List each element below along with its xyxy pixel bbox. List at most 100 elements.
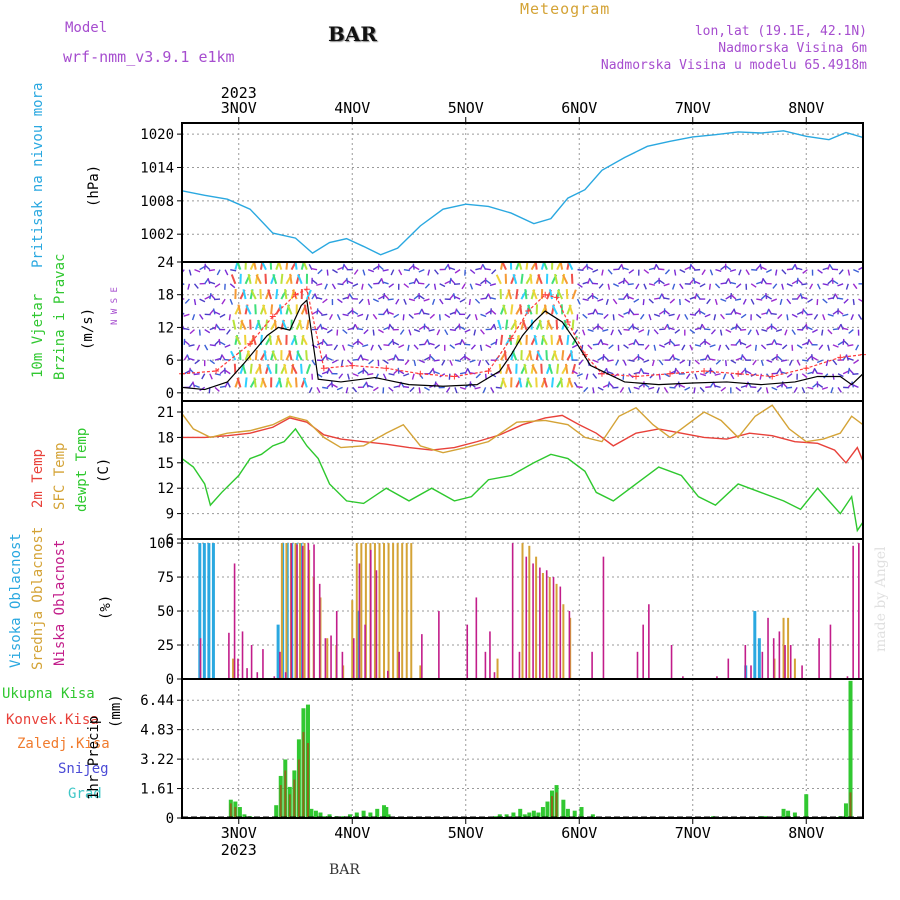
wind-arrow xyxy=(627,308,631,315)
wind-arrow xyxy=(372,313,378,320)
wind-arrow xyxy=(464,356,471,361)
cloud-bar-niska xyxy=(642,624,644,679)
wind-arrow xyxy=(597,386,604,391)
wind-arrow xyxy=(837,310,844,315)
wind-gust-mark xyxy=(485,368,492,375)
wind-arrow xyxy=(663,283,670,287)
wind-arrow xyxy=(284,289,288,300)
wind-arrow xyxy=(495,386,502,389)
wind-arrow xyxy=(607,371,614,375)
cloud-bar-niska xyxy=(602,556,605,679)
wind-gust-mark xyxy=(247,340,254,347)
wind-arrow xyxy=(383,344,390,347)
wind-arrow xyxy=(527,304,533,315)
wind-arrow xyxy=(811,354,814,361)
wind-arrow xyxy=(362,357,369,361)
wind-arrow xyxy=(473,329,477,336)
cloud-bar-niska xyxy=(858,543,860,679)
wind-arrow xyxy=(658,268,665,271)
wind-arrow xyxy=(328,368,333,375)
wind-arrow xyxy=(668,327,675,331)
wind-arrow xyxy=(497,319,502,330)
wind-arrow xyxy=(352,373,359,377)
wind-arrow xyxy=(597,312,604,316)
wind-arrow xyxy=(439,298,444,305)
wind-arrow xyxy=(837,386,842,393)
temp-label-2m: 2m Temp xyxy=(30,448,46,508)
cloud-bar-niska xyxy=(199,638,202,679)
wind-arrow xyxy=(259,289,262,300)
wind-arrow xyxy=(501,377,507,388)
wind-arrow xyxy=(842,370,849,375)
wind-arrow xyxy=(316,296,323,300)
wind-arrow xyxy=(230,268,237,272)
wind-arrow xyxy=(692,277,696,284)
wind-arrow xyxy=(704,340,711,346)
wind-arrow xyxy=(235,335,242,346)
wind-arrow xyxy=(766,295,772,300)
wind-arrow xyxy=(540,262,546,270)
cloud-bar-niska xyxy=(818,638,820,679)
series-line-wind xyxy=(182,298,863,391)
wind-arrow xyxy=(653,313,661,317)
wind-arrow xyxy=(622,293,628,300)
panel-frame-pressure xyxy=(181,122,864,263)
wind-arrow xyxy=(847,367,851,374)
cloud-bar-srednja xyxy=(360,543,363,679)
wind-gust-mark xyxy=(213,368,220,375)
wind-arrow xyxy=(433,370,440,375)
wind-arrow xyxy=(452,293,456,300)
wind-arrow xyxy=(631,323,635,330)
wind-arrow xyxy=(643,383,650,388)
wind-arrow xyxy=(766,325,772,331)
wind-arrow xyxy=(607,381,611,388)
wind-arrow xyxy=(729,268,737,272)
wind-arrow xyxy=(428,342,435,346)
cloud-bar-srednja xyxy=(392,543,395,679)
wind-arrow xyxy=(627,283,634,286)
wind-arrow xyxy=(182,298,185,300)
precip-bar xyxy=(497,814,502,818)
wind-arrow xyxy=(391,338,395,345)
ytick-label-pressure: 1020 xyxy=(140,127,174,143)
wind-arrow xyxy=(801,387,806,394)
wind-arrow xyxy=(668,338,672,345)
wind-arrow xyxy=(651,359,655,367)
wind-arrow xyxy=(326,269,329,276)
wind-gust-mark xyxy=(769,373,776,380)
wind-arrow xyxy=(271,350,278,361)
wind-arrow xyxy=(408,281,415,285)
wind-arrow xyxy=(489,283,497,287)
wind-arrow xyxy=(423,356,430,361)
wind-arrow xyxy=(653,279,660,285)
wind-arrow xyxy=(605,367,609,374)
ytick-label-pressure: 1014 xyxy=(140,160,174,176)
wind-arrow xyxy=(193,373,200,376)
wind-arrow xyxy=(577,268,584,272)
wind-arrow xyxy=(812,356,818,361)
wind-arrow xyxy=(311,293,316,300)
ytick-label-cloud: 50 xyxy=(157,604,174,620)
wind-arrow xyxy=(367,373,374,376)
wind-arrow xyxy=(226,381,231,388)
wind-arrow xyxy=(214,357,221,361)
wind-arrow xyxy=(491,269,497,275)
wind-arrow xyxy=(459,355,466,361)
xtick-label-top: 8NOV xyxy=(788,99,824,117)
wind-arrow xyxy=(311,310,318,315)
precip-bar xyxy=(313,810,318,818)
wind-arrow xyxy=(193,283,199,289)
wind-arrow xyxy=(183,313,190,317)
wind-arrow xyxy=(597,339,602,346)
wind-arrow xyxy=(827,329,833,335)
precip-bar xyxy=(327,814,332,818)
wind-arrow xyxy=(566,334,570,345)
precip-bar xyxy=(848,680,853,818)
wind-arrow xyxy=(301,335,308,346)
wind-arrow xyxy=(383,294,390,300)
wind-gust-mark xyxy=(633,373,639,380)
wind-arrow xyxy=(735,283,742,289)
wind-gust-mark xyxy=(667,370,674,377)
wind-arrow xyxy=(518,262,523,270)
cloud-bar-niska xyxy=(767,617,769,679)
